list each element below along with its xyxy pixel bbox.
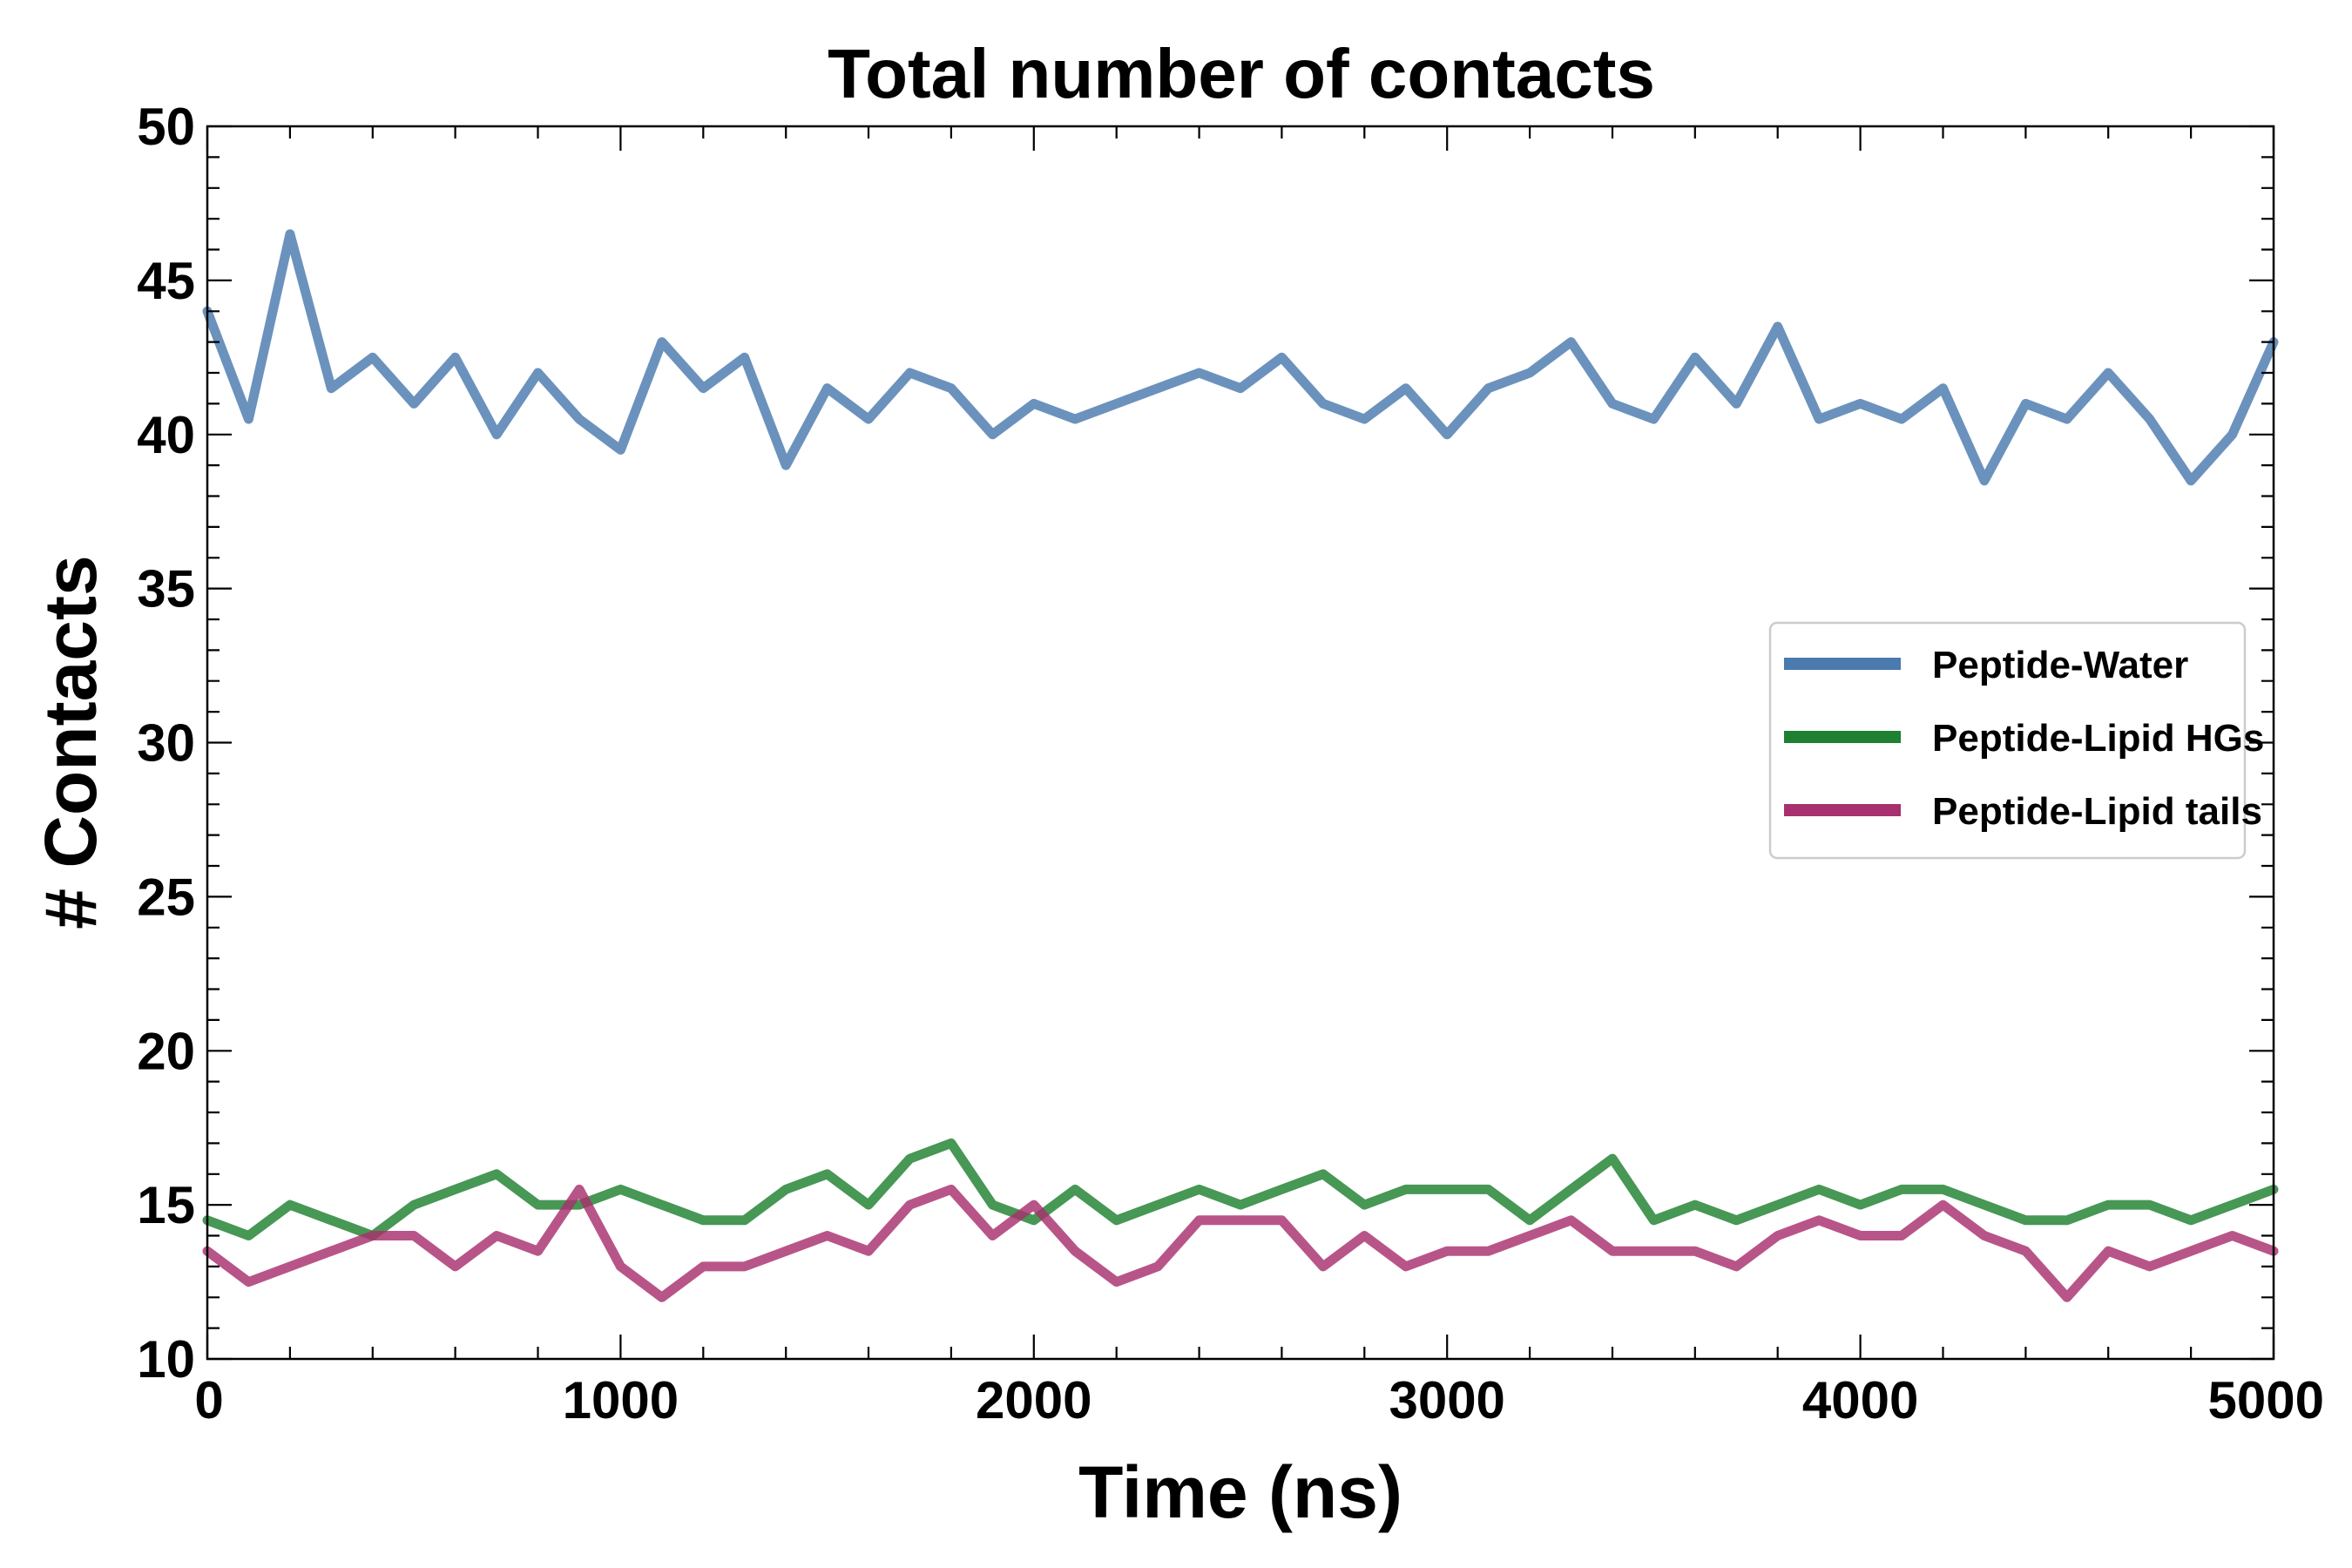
y-tick-label: 35	[137, 560, 195, 618]
series-layer	[202, 229, 2279, 1302]
y-axis-label: # Contacts	[30, 555, 112, 929]
x-tick-label: 5000	[2208, 1371, 2324, 1429]
series-line-1	[202, 1138, 2279, 1240]
chart-title: Total number of contacts	[828, 35, 1655, 112]
legend-entry-label: Peptide-Lipid tails	[1932, 790, 2262, 833]
series-line-0	[202, 229, 2279, 486]
series-line-2	[202, 1184, 2279, 1302]
y-tick-label: 20	[137, 1022, 195, 1080]
x-tick-label: 3000	[1389, 1371, 1504, 1429]
legend-entry-label: Peptide-Water	[1932, 644, 2188, 686]
x-tick-label: 4000	[1802, 1371, 1918, 1429]
y-tick-label: 40	[137, 406, 195, 464]
x-tick-label: 0	[194, 1371, 223, 1429]
y-tick-label: 50	[137, 98, 195, 156]
y-tick-label: 25	[137, 868, 195, 926]
tick-labels-layer: 0 1000 2000 3000 4000 5000 10 15 20 25 30 35 40 45 50	[137, 98, 2324, 1429]
y-tick-label: 45	[137, 252, 195, 310]
legend-box	[1768, 621, 2247, 860]
legend-entry-label: Peptide-Lipid HGs	[1932, 717, 2264, 760]
y-tick-label: 15	[137, 1176, 195, 1234]
x-tick-label: 2000	[976, 1371, 1092, 1429]
x-tick-label: 1000	[563, 1371, 679, 1429]
x-axis-label: Time (ns)	[1078, 1451, 1402, 1533]
plot-frame	[206, 125, 2275, 1361]
y-tick-label: 10	[137, 1330, 195, 1389]
y-tick-label: 30	[137, 714, 195, 773]
legend: Peptide-Water Peptide-Lipid HGs Peptide-Li…	[1768, 621, 2264, 860]
